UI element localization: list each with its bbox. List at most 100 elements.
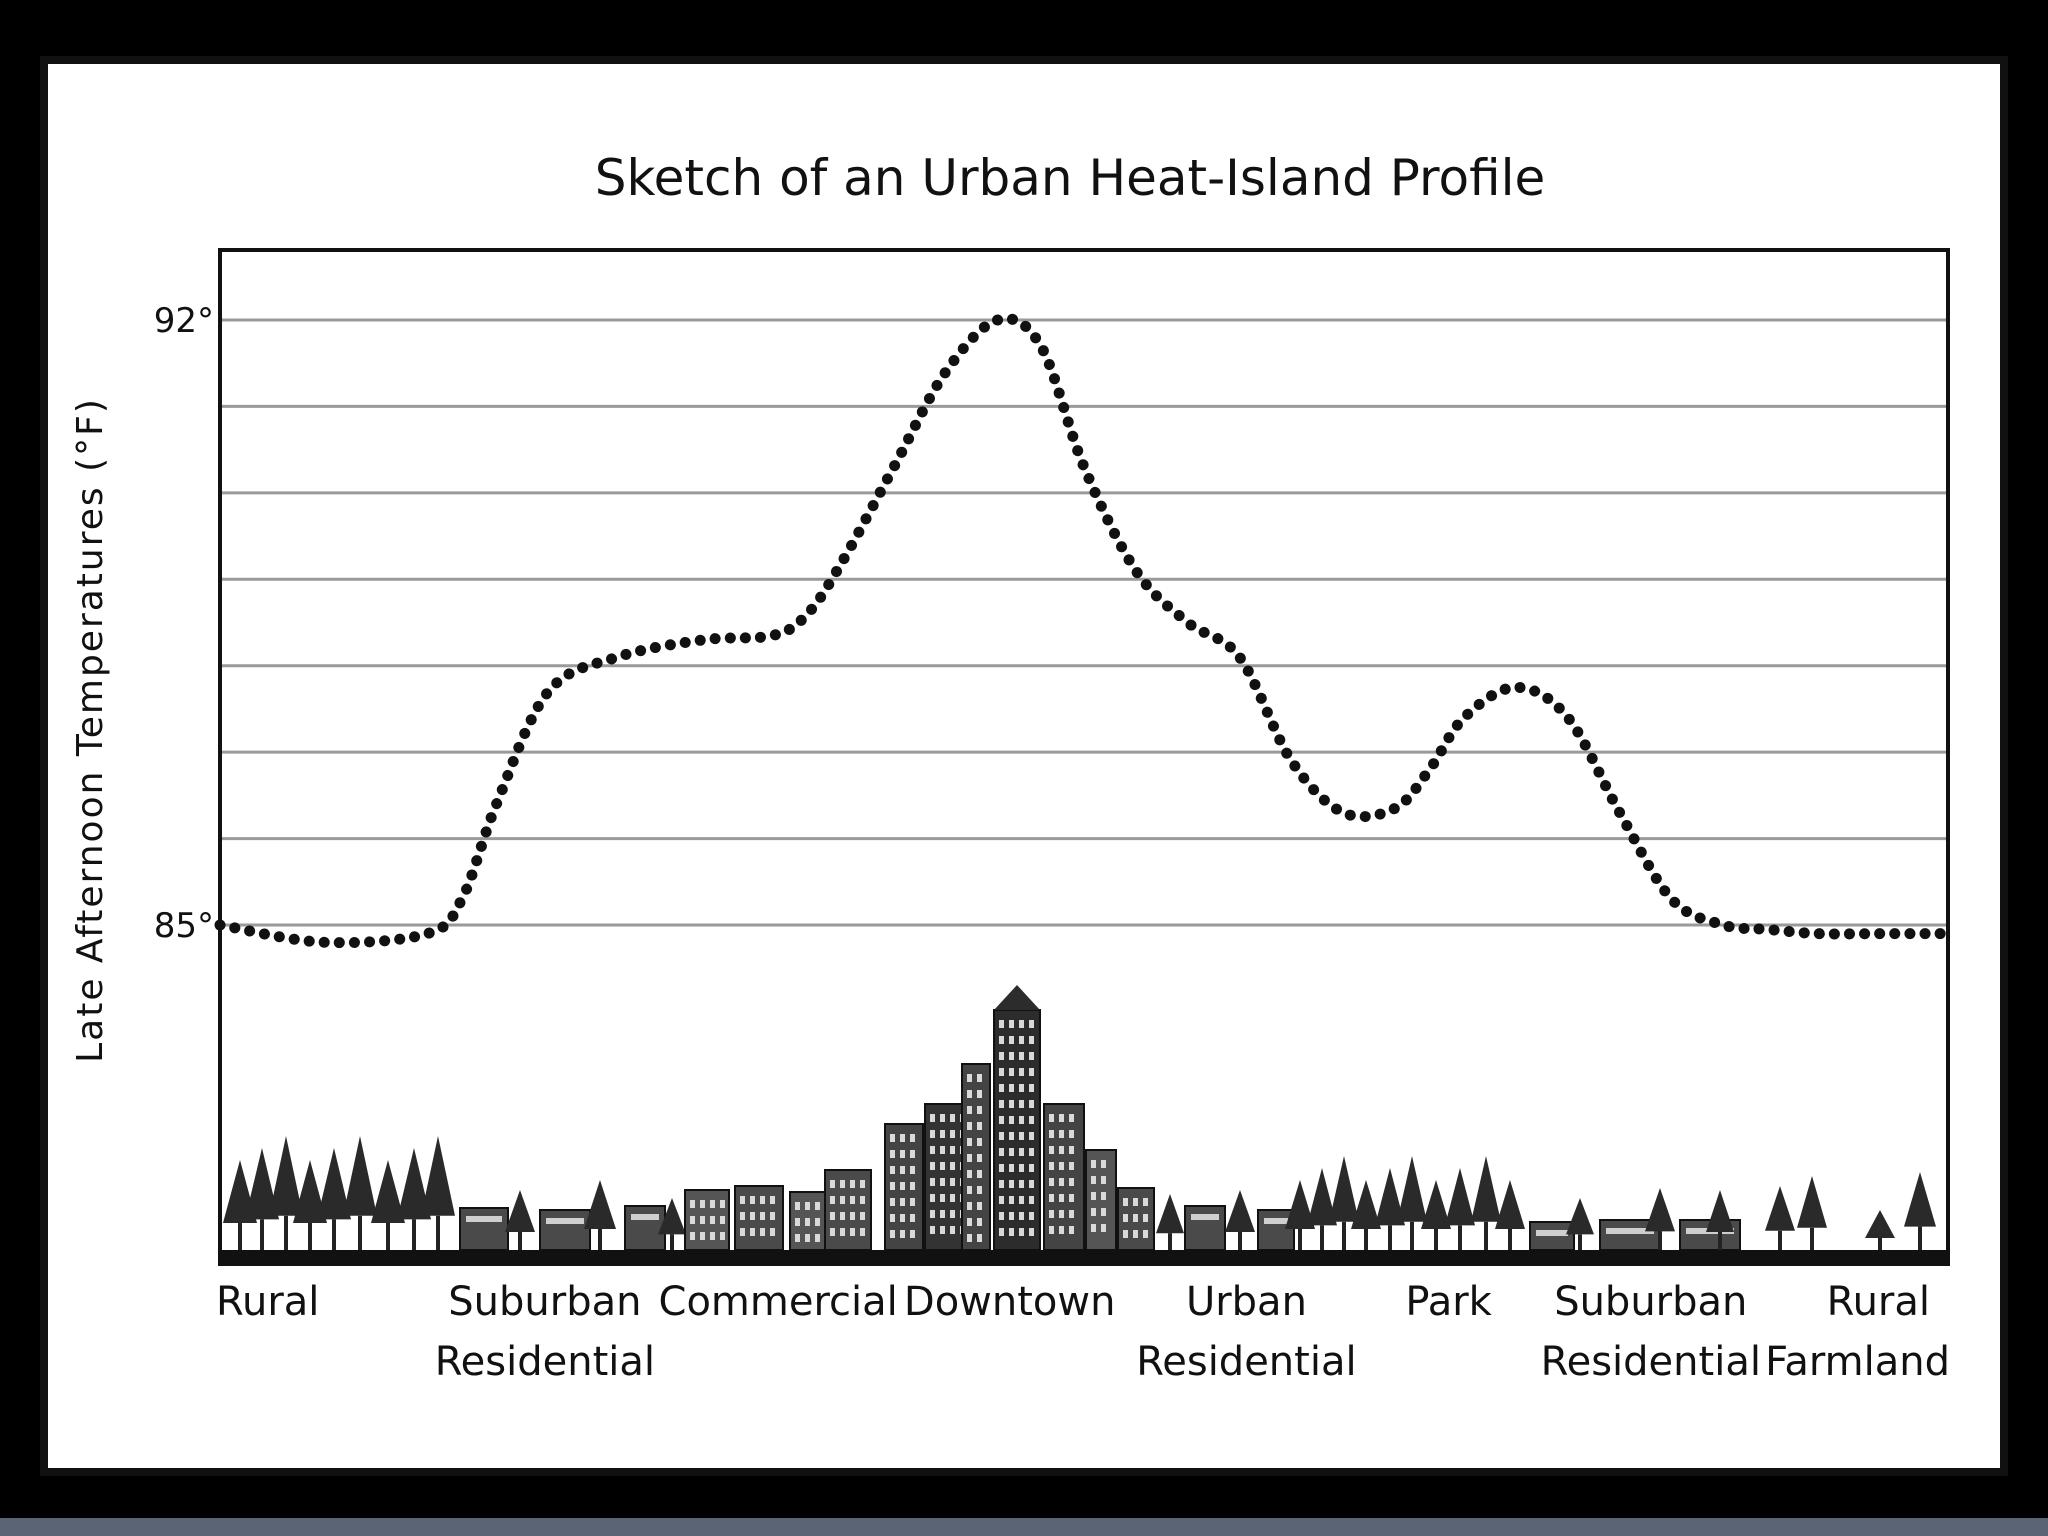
building-window	[760, 1196, 765, 1204]
building-window	[840, 1180, 845, 1188]
building-window	[977, 1138, 982, 1146]
category-label: Suburban	[1554, 1279, 1747, 1325]
building-window	[999, 1084, 1004, 1092]
building-window	[977, 1074, 982, 1082]
building-window	[1123, 1198, 1128, 1206]
tree-icon	[343, 1136, 377, 1250]
tree-crown	[1307, 1168, 1337, 1226]
tree-trunk	[1658, 1231, 1662, 1250]
tree-crown	[397, 1148, 431, 1220]
tree-trunk	[1918, 1226, 1922, 1250]
building-window	[1019, 1068, 1024, 1076]
building-body	[993, 1009, 1041, 1251]
building-window	[940, 1130, 945, 1138]
building-window	[977, 1106, 982, 1114]
building-window	[1029, 1196, 1034, 1204]
building-window	[940, 1226, 945, 1234]
building-window	[1029, 1100, 1034, 1108]
building-window	[830, 1212, 835, 1220]
temperature-series	[214, 313, 1954, 949]
y-tick-label: 92°	[154, 301, 214, 341]
building-window	[910, 1182, 915, 1190]
category-label: Rural	[216, 1279, 319, 1325]
building-window	[1009, 1084, 1014, 1092]
tree-crown	[1397, 1156, 1427, 1222]
tree-icon	[397, 1148, 431, 1250]
house-icon	[1257, 1209, 1295, 1251]
building-window	[900, 1198, 905, 1206]
building-icon	[924, 1103, 968, 1251]
building-window	[740, 1212, 745, 1220]
tree-trunk	[1718, 1232, 1722, 1250]
tree-crown	[293, 1160, 327, 1223]
building-window	[1019, 1164, 1024, 1172]
building-window	[720, 1216, 725, 1224]
building-window	[805, 1218, 810, 1226]
y-tick-label: 85°	[154, 906, 214, 946]
bottom-bar	[0, 1518, 2048, 1536]
building-window	[1059, 1226, 1064, 1234]
building-window	[977, 1090, 982, 1098]
tree-crown	[245, 1148, 279, 1220]
tree-trunk	[1168, 1233, 1172, 1250]
building-window	[740, 1228, 745, 1236]
building-window	[967, 1122, 972, 1130]
building-window	[720, 1200, 725, 1208]
building-window	[1049, 1210, 1054, 1218]
building-icon	[1085, 1149, 1117, 1251]
building-window	[900, 1166, 905, 1174]
building-window	[1049, 1178, 1054, 1186]
category-label: Farmland	[1765, 1339, 1950, 1385]
building-window	[1019, 1036, 1024, 1044]
category-label: Commercial	[659, 1279, 898, 1325]
building-window	[1009, 1228, 1014, 1236]
building-window	[805, 1202, 810, 1210]
tree-crown	[1797, 1176, 1827, 1228]
tree-trunk	[284, 1215, 288, 1250]
building-window	[940, 1210, 945, 1218]
tree-trunk	[1578, 1234, 1582, 1250]
house-window	[1606, 1228, 1654, 1234]
building-window	[1029, 1036, 1034, 1044]
building-window	[760, 1212, 765, 1220]
tree-icon	[1566, 1198, 1594, 1250]
building-window	[830, 1228, 835, 1236]
building-window	[900, 1230, 905, 1238]
tree-crown	[1471, 1156, 1501, 1222]
building-window	[850, 1180, 855, 1188]
building-window	[1143, 1214, 1148, 1222]
building-window	[890, 1150, 895, 1158]
building-window	[950, 1178, 955, 1186]
building-window	[1091, 1208, 1096, 1216]
building-window	[860, 1212, 865, 1220]
building-window	[830, 1180, 835, 1188]
building-window	[900, 1150, 905, 1158]
building-window	[1029, 1228, 1034, 1236]
building-window	[1091, 1160, 1096, 1168]
building-window	[967, 1218, 972, 1226]
building-window	[1069, 1210, 1074, 1218]
tree-icon	[1495, 1180, 1525, 1250]
building-window	[940, 1162, 945, 1170]
tree-trunk	[358, 1215, 362, 1250]
tree-icon	[1445, 1168, 1475, 1250]
building-window	[840, 1228, 845, 1236]
building-window	[940, 1146, 945, 1154]
building-window	[950, 1162, 955, 1170]
tree-crown	[343, 1136, 377, 1216]
tree-trunk	[1388, 1225, 1392, 1250]
house-window	[631, 1214, 659, 1220]
temperature-line	[214, 313, 1954, 949]
tree-trunk	[386, 1223, 390, 1250]
building-window	[1029, 1148, 1034, 1156]
building-window	[967, 1154, 972, 1162]
building-window	[860, 1228, 865, 1236]
building-window	[795, 1202, 800, 1210]
building-window	[999, 1180, 1004, 1188]
tree-trunk	[518, 1232, 522, 1250]
building-window	[1101, 1208, 1106, 1216]
tree-icon	[1797, 1176, 1827, 1250]
building-window	[1059, 1130, 1064, 1138]
house-icon	[1529, 1221, 1575, 1251]
building-window	[700, 1232, 705, 1240]
